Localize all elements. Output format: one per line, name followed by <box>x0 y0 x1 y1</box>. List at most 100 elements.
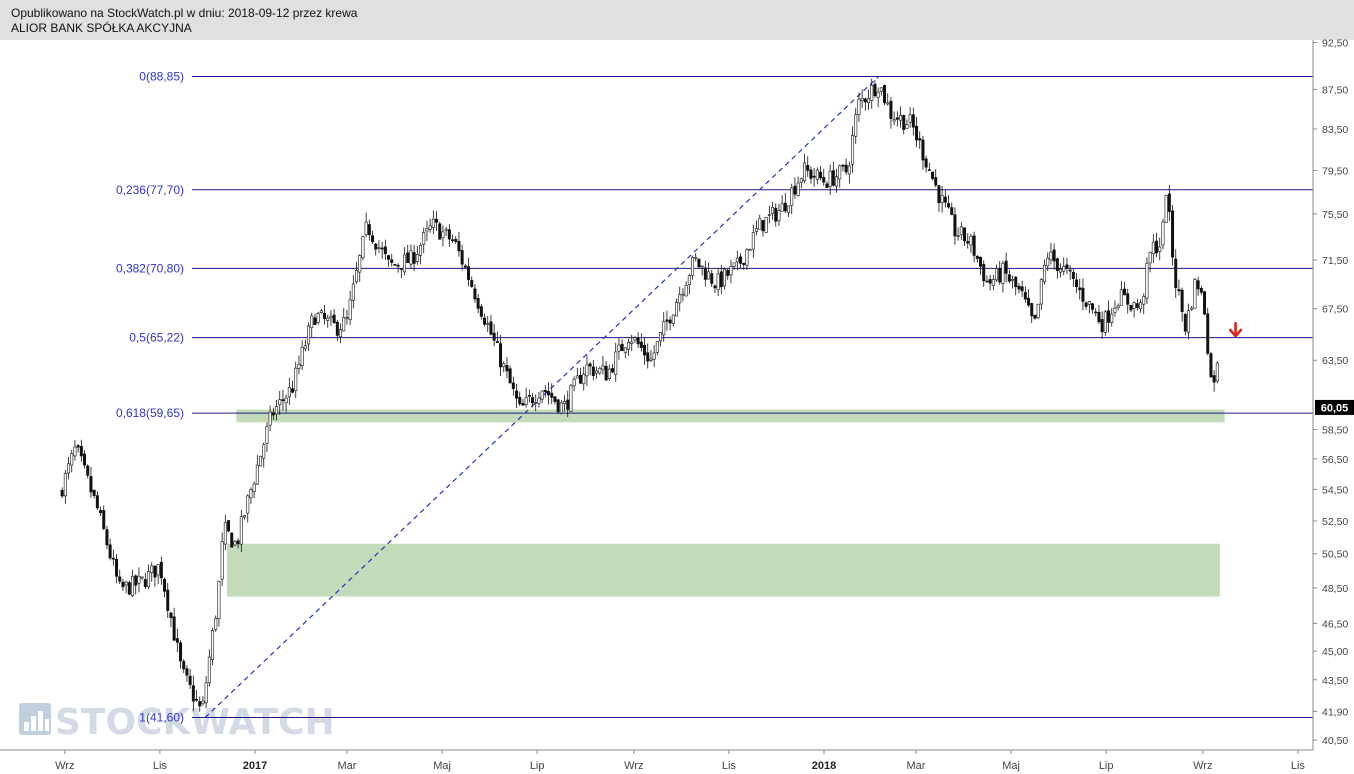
candle <box>799 177 803 188</box>
candle <box>396 263 400 273</box>
candle <box>1199 285 1203 296</box>
candle <box>115 554 119 584</box>
candle <box>547 382 551 405</box>
candle <box>284 394 288 412</box>
support-zone-1 <box>236 409 1225 423</box>
candle <box>515 383 519 409</box>
candle-body <box>991 279 995 286</box>
candle <box>665 310 669 331</box>
candle <box>319 308 323 314</box>
candle-body <box>559 402 563 414</box>
candle <box>1071 268 1075 287</box>
candle <box>1151 234 1155 264</box>
candle-body <box>220 541 224 580</box>
candle <box>927 162 931 171</box>
candle <box>1129 304 1133 313</box>
candle <box>367 219 371 241</box>
candle <box>236 538 240 549</box>
last-price-box <box>1315 399 1354 415</box>
candle-body <box>166 589 170 611</box>
x-tick-label: Wrz <box>624 760 643 772</box>
candle-body <box>527 395 531 397</box>
candle <box>188 668 192 689</box>
candle <box>118 569 122 584</box>
candle <box>227 520 231 533</box>
candle-body <box>1078 287 1082 291</box>
candle-body <box>492 332 496 341</box>
candle <box>508 365 512 384</box>
candle-body <box>207 656 211 684</box>
candle <box>313 313 317 325</box>
candle-body <box>780 203 784 212</box>
candle-body <box>1039 279 1043 305</box>
candlesticks <box>60 78 1219 712</box>
candle-body <box>620 343 624 352</box>
candle <box>1206 307 1210 356</box>
candle-body <box>60 490 64 497</box>
candle <box>851 126 855 173</box>
candle <box>1049 242 1053 265</box>
candle <box>956 227 960 241</box>
candle-body <box>774 207 778 222</box>
candle-body <box>518 396 522 405</box>
candle-body <box>505 364 509 372</box>
candle-body <box>582 373 586 385</box>
fib-level-label-2: 0,382(70,80) <box>116 261 184 275</box>
candle <box>556 398 560 415</box>
candle <box>895 111 899 127</box>
candle-body <box>508 368 512 384</box>
candle <box>1030 302 1034 324</box>
candle <box>153 565 157 587</box>
candle-body <box>767 214 771 216</box>
candle-body <box>425 228 429 232</box>
candle-body <box>406 252 410 263</box>
candle-body <box>649 358 653 361</box>
candle-body <box>931 171 935 179</box>
candle-body <box>460 250 464 265</box>
candle <box>700 265 704 276</box>
candle <box>60 487 64 499</box>
candle <box>783 193 787 214</box>
x-tick-label: 2017 <box>243 760 267 772</box>
candle-body <box>495 341 499 343</box>
candle-body <box>1116 305 1120 308</box>
candle-body <box>415 253 419 262</box>
candle-body <box>540 390 544 400</box>
candle-body <box>950 207 954 216</box>
candle <box>867 89 871 110</box>
y-tick-label: 67,50 <box>1322 304 1348 316</box>
candle <box>713 284 717 294</box>
x-tick-label: Mar <box>337 760 356 772</box>
candle <box>899 106 903 128</box>
candle-body <box>1055 258 1059 271</box>
candle-body <box>454 238 458 242</box>
candle-body <box>265 426 269 444</box>
candle <box>201 696 205 706</box>
candle <box>111 549 115 566</box>
candle-body <box>137 575 141 584</box>
candle-body <box>179 642 183 662</box>
candle-body <box>428 225 432 230</box>
candle-body <box>70 453 74 466</box>
candle <box>943 189 947 208</box>
y-tick-label: 79,50 <box>1322 165 1348 177</box>
candle-body <box>1193 279 1197 309</box>
candle <box>844 158 848 175</box>
candle <box>579 367 583 385</box>
candle-body <box>307 325 311 345</box>
candle-body <box>387 255 391 260</box>
candle-body <box>300 347 304 366</box>
candle <box>655 340 659 356</box>
candle <box>604 361 608 381</box>
candle <box>307 322 311 351</box>
candle <box>1193 277 1197 309</box>
candle-body <box>1081 287 1085 302</box>
candle-body <box>681 293 685 296</box>
candle-body <box>1196 280 1200 290</box>
candle <box>137 567 141 593</box>
candle <box>121 578 125 591</box>
candle-body <box>431 218 435 228</box>
candle <box>947 194 951 209</box>
candle <box>1087 301 1091 314</box>
candle-body <box>1180 289 1184 312</box>
